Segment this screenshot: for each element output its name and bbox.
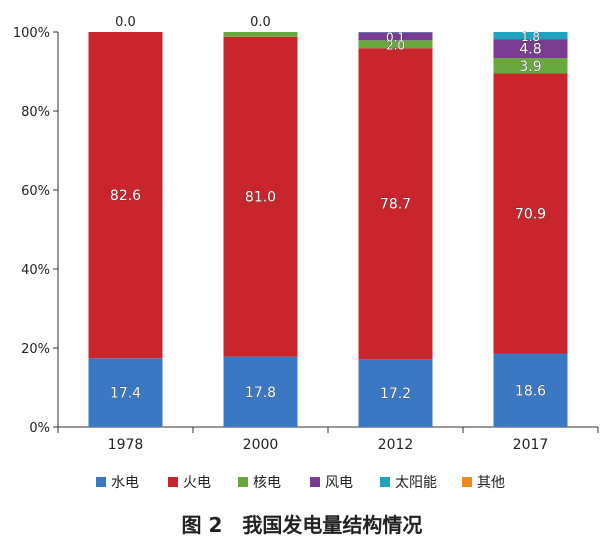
bar-segment [223, 32, 298, 37]
data-label: 81.0 [245, 190, 276, 206]
legend-swatch [380, 477, 390, 487]
bar-segment [358, 48, 433, 360]
data-label: 70.9 [515, 207, 546, 223]
y-tick-label: 0% [29, 421, 50, 436]
y-tick-label: 40% [21, 263, 50, 278]
bar-segment [493, 353, 568, 427]
legend-swatch [310, 477, 320, 487]
x-tick-label: 2017 [513, 437, 549, 453]
bar-segment [223, 36, 298, 357]
bar-segment [493, 73, 568, 354]
legend-label: 水电 [111, 475, 139, 491]
y-tick-label: 100% [13, 26, 50, 41]
x-tick-label: 1978 [108, 437, 144, 453]
legend-swatch [96, 477, 106, 487]
data-label: 78.7 [380, 197, 411, 213]
legend-swatch [238, 477, 248, 487]
legend-swatch [168, 477, 178, 487]
figure-caption: 图 2 我国发电量结构情况 [182, 513, 423, 537]
bar-segment [493, 39, 568, 59]
data-label: 3.9 [519, 59, 541, 75]
data-label: 82.6 [110, 188, 141, 204]
data-label: 2.0 [386, 38, 405, 52]
legend-label: 火电 [183, 475, 211, 491]
y-tick-label: 60% [21, 184, 50, 199]
bar-segment [358, 359, 433, 427]
bar-segment [88, 32, 163, 359]
data-label: 18.6 [515, 383, 546, 399]
bars [88, 32, 568, 427]
y-tick-label: 80% [21, 105, 50, 120]
data-label: 17.4 [110, 386, 141, 402]
bar-segment [358, 40, 433, 49]
data-label-top: 0.0 [250, 15, 271, 30]
bar-segment [493, 58, 568, 74]
bar-segment [493, 32, 568, 40]
legend-label: 核电 [253, 475, 281, 491]
legend-label: 其他 [477, 475, 505, 491]
data-label: 17.2 [380, 386, 411, 402]
data-labels: 17.4 82.6 0.0 17.8 81.0 0.0 17.2 78.7 2.00.1 18.6… [110, 15, 547, 402]
y-tick-label: 20% [21, 342, 50, 357]
bar-segment [358, 32, 433, 41]
data-label-top: 0.0 [115, 15, 136, 30]
data-label: 1.8 [521, 30, 540, 44]
bar-segment [88, 358, 163, 427]
axes: 0% 20% 40% 60% 80% 100% 1978 2000 2012 2017 [13, 26, 599, 453]
data-label: 0.1 [386, 30, 405, 44]
data-label: 4.8 [519, 42, 541, 58]
data-label: 17.8 [245, 385, 276, 401]
legend-swatch [462, 477, 472, 487]
x-tick-label: 2000 [243, 437, 279, 453]
legend-label: 太阳能 [395, 475, 437, 491]
x-tick-label: 2012 [378, 437, 414, 453]
legend-label: 风电 [325, 475, 353, 491]
legend: 水电 火电 核电 风电 太阳能 其他 [96, 475, 505, 491]
bar-segment [223, 356, 298, 427]
